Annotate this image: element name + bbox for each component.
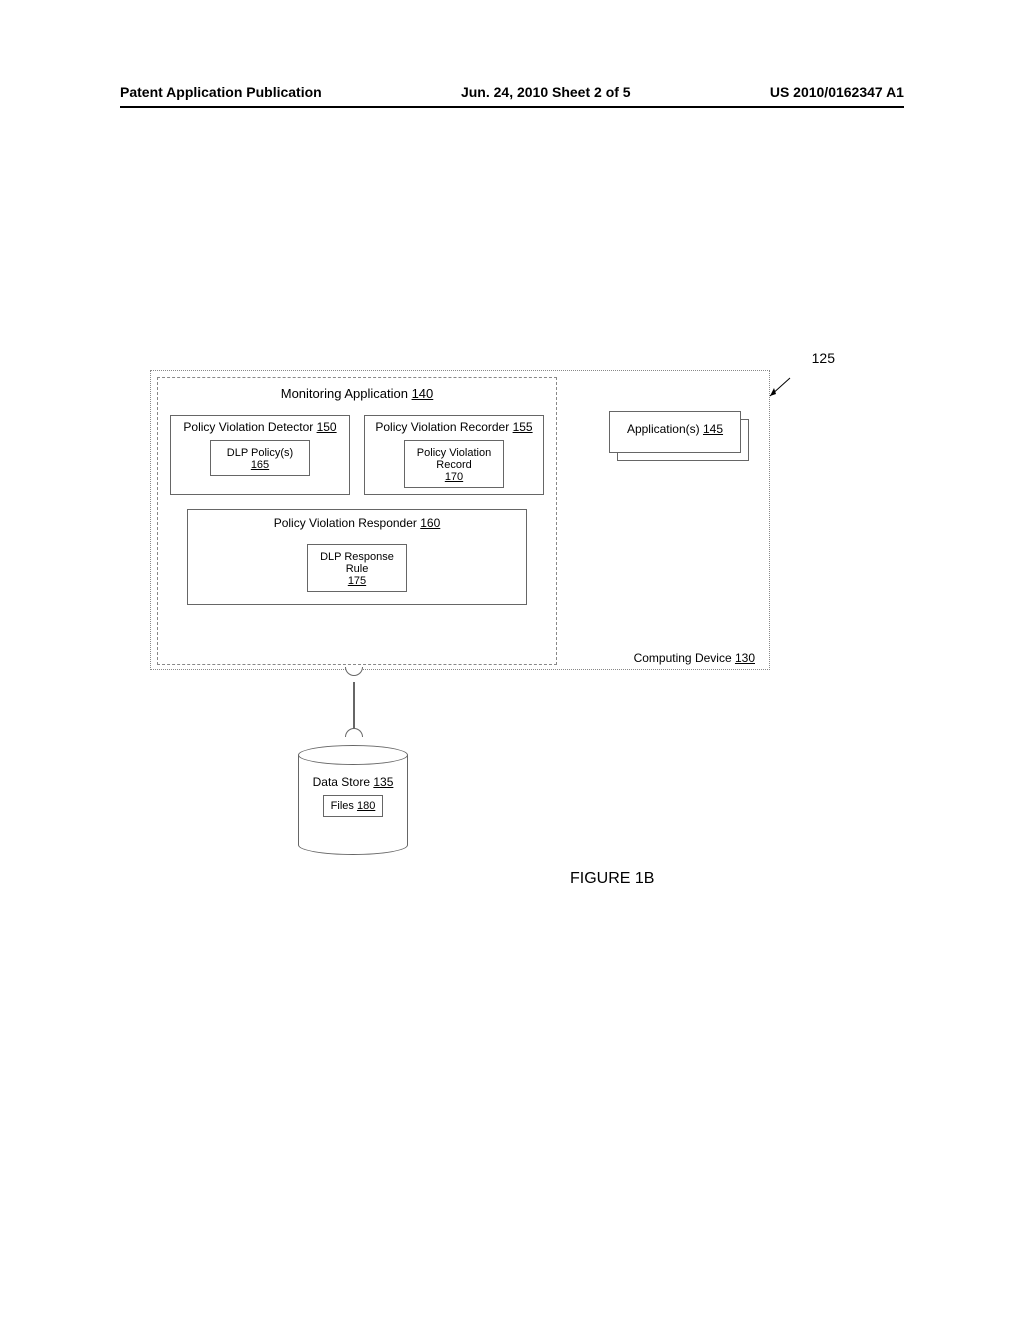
diagram-container: 125 Monitoring Application 140 Policy Vi… [150,370,770,670]
mon-title-ref: 140 [412,386,434,401]
violation-record-label: Policy Violation Record [407,447,501,471]
dlp-response-label: DLP Response Rule [310,551,404,575]
policy-violation-responder: Policy Violation Responder 160 DLP Respo… [187,509,527,605]
responder-ref: 160 [420,516,440,530]
mon-title-text: Monitoring Application [281,386,408,401]
apps-front-card: Application(s) 145 [609,411,741,453]
files-doc: Files 180 [323,795,383,817]
detector-recorder-row: Policy Violation Detector 150 DLP Policy… [158,415,556,495]
dlp-response-ref: 175 [348,575,366,587]
files-label: Files [331,800,354,812]
page-header: Patent Application Publication Jun. 24, … [120,84,904,108]
applications-stack: Application(s) 145 [609,411,749,463]
dlp-response-rule-doc: DLP Response Rule 175 [307,544,407,592]
data-store-cylinder: Data Store 135 Files 180 [298,745,408,855]
header-right: US 2010/0162347 A1 [770,84,904,100]
cyl-top [298,745,408,765]
responder-label-row: Policy Violation Responder 160 [194,516,520,530]
computing-device-box: Monitoring Application 140 Policy Violat… [150,370,770,670]
recorder-ref: 155 [513,420,533,434]
detector-label: Policy Violation Detector [183,420,313,434]
ds-label-text: Data Store [313,775,370,789]
recorder-label: Policy Violation Recorder [375,420,509,434]
monitoring-application-box: Monitoring Application 140 Policy Violat… [157,377,557,665]
files-ref: 180 [357,800,375,812]
device-ref: 130 [735,651,755,665]
detector-ref: 150 [317,420,337,434]
computing-device-label: Computing Device 130 [634,651,755,665]
policy-violation-recorder: Policy Violation Recorder 155 Policy Vio… [364,415,544,495]
violation-record-ref: 170 [445,471,463,483]
apps-stack-visual: Application(s) 145 [609,411,749,463]
figure-label: FIGURE 1B [570,870,654,888]
connector-line [353,682,355,732]
recorder-label-row: Policy Violation Recorder 155 [371,420,537,434]
policy-violation-detector: Policy Violation Detector 150 DLP Policy… [170,415,350,495]
connector-bottom-stub [345,728,363,740]
ref-125: 125 [812,350,835,366]
dlp-policies-ref: 165 [251,459,269,471]
device-label-text: Computing Device [634,651,732,665]
monitoring-app-title: Monitoring Application 140 [158,386,556,401]
violation-record-doc: Policy Violation Record 170 [404,440,504,488]
detector-label-row: Policy Violation Detector 150 [177,420,343,434]
apps-ref: 145 [703,422,723,436]
responder-label: Policy Violation Responder [274,516,417,530]
header-center: Jun. 24, 2010 Sheet 2 of 5 [461,84,631,100]
data-store-label: Data Store 135 [298,775,408,789]
ds-ref: 135 [373,775,393,789]
apps-label: Application(s) [627,422,700,436]
cyl-bottom [298,845,408,855]
dlp-policies-label: DLP Policy(s) [213,447,307,459]
dlp-policies-doc: DLP Policy(s) 165 [210,440,310,476]
header-left: Patent Application Publication [120,84,322,100]
